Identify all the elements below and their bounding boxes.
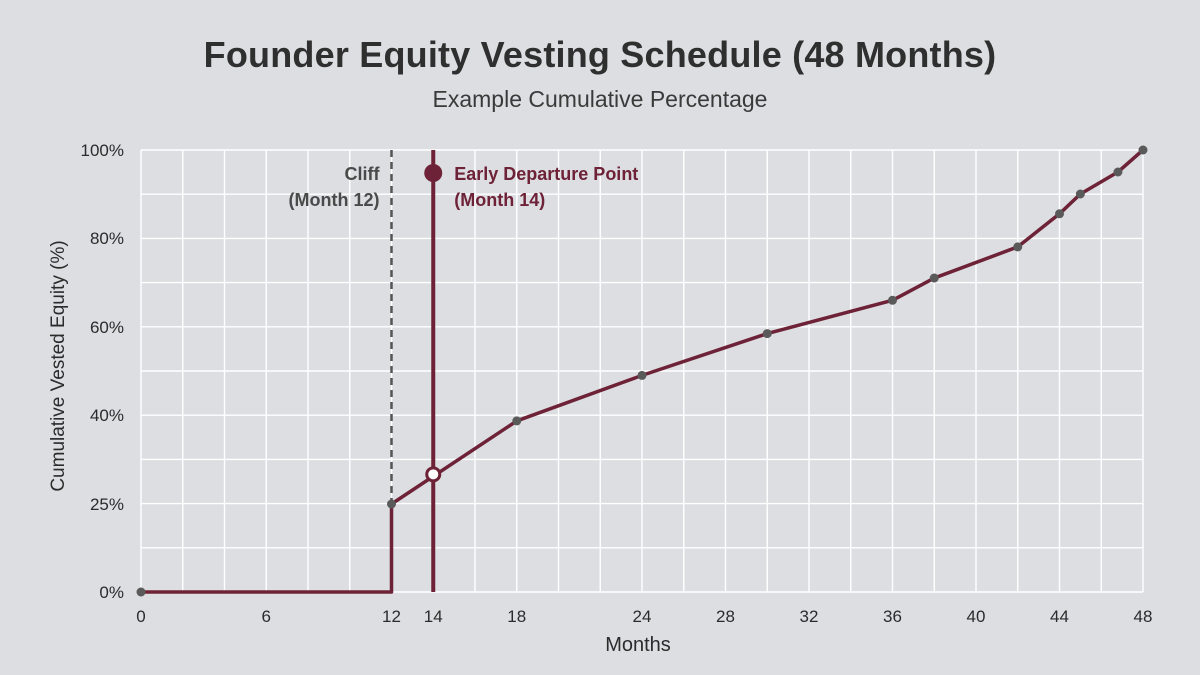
y-axis-label: Cumulative Vested Equity (%) <box>48 240 69 491</box>
x-tick-label: 40 <box>967 607 986 626</box>
reference-labels: Cliff (Month 12) Early Departure Point (Mon… <box>289 164 638 483</box>
data-point <box>512 416 522 426</box>
y-tick-label: 25% <box>90 495 124 514</box>
tick-labels: 0% 25% 40% 60% 80% 100% 0 6 12 14 18 24 28 32 36 40 44 48 <box>81 141 1153 626</box>
x-tick-label: 32 <box>800 607 819 626</box>
data-point <box>136 587 146 597</box>
data-point <box>1113 167 1123 177</box>
x-tick-label: 14 <box>424 607 443 626</box>
departure-intersection-marker <box>425 466 442 483</box>
y-tick-label: 100% <box>81 141 124 160</box>
data-point <box>762 329 772 339</box>
x-tick-label: 28 <box>716 607 735 626</box>
cliff-label: Cliff <box>345 164 381 184</box>
series-layer <box>136 145 1148 597</box>
x-tick-label: 18 <box>507 607 526 626</box>
departure-label: Early Departure Point <box>454 164 638 184</box>
cliff-label: (Month 12) <box>289 190 380 210</box>
x-tick-label: 6 <box>262 607 271 626</box>
data-point <box>637 370 647 380</box>
y-tick-label: 40% <box>90 406 124 425</box>
data-point <box>1013 242 1023 252</box>
data-point <box>1075 189 1085 199</box>
y-tick-label: 60% <box>90 318 124 337</box>
chart-title: Founder Equity Vesting Schedule (48 Mont… <box>203 34 997 75</box>
data-point <box>888 295 897 305</box>
grid <box>140 149 1144 593</box>
y-tick-label: 80% <box>90 229 124 248</box>
chart-subtitle: Example Cumulative Percentage <box>432 86 768 112</box>
x-tick-label: 12 <box>382 607 401 626</box>
data-point <box>929 273 939 283</box>
data-point <box>1055 209 1064 219</box>
x-tick-label: 24 <box>633 607 652 626</box>
y-tick-label: 0% <box>99 583 124 602</box>
x-tick-label: 36 <box>883 607 902 626</box>
reference-lines <box>390 150 436 592</box>
x-tick-label: 44 <box>1050 607 1069 626</box>
data-point <box>1138 145 1148 155</box>
departure-label: (Month 14) <box>454 190 545 210</box>
data-point <box>387 499 396 509</box>
x-axis-label: Months <box>605 634 671 656</box>
x-tick-label: 0 <box>136 607 145 626</box>
x-tick-label: 48 <box>1134 607 1153 626</box>
departure-top-marker <box>424 164 443 182</box>
